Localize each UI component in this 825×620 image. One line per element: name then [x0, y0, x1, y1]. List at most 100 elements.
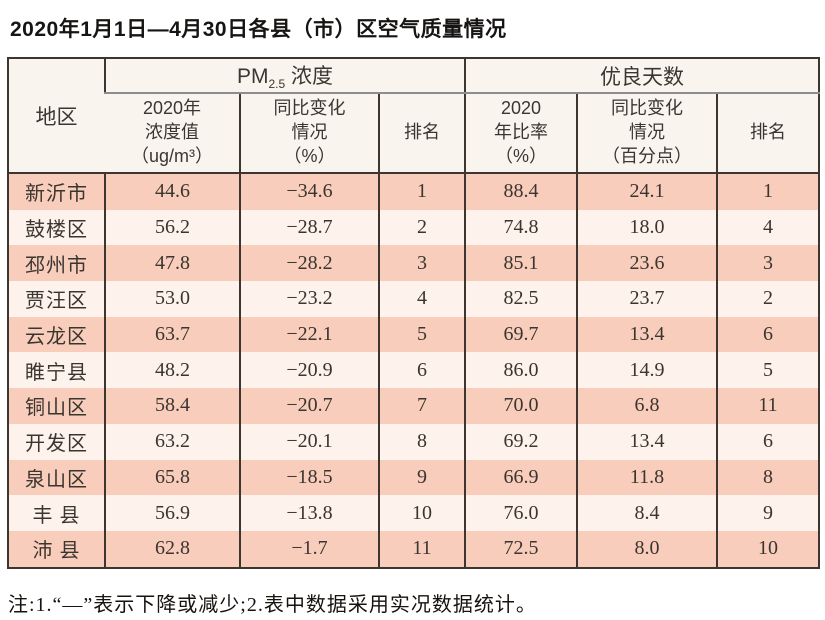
pm-rank-cell: 10 [377, 495, 466, 531]
pm-label-rest: 浓度 [285, 64, 334, 88]
region-cell: 铜山区 [8, 388, 105, 424]
days-rank-cell: 2 [716, 281, 820, 317]
column-header-days-rank: 排名 [716, 93, 820, 174]
region-cell: 贾汪区 [8, 281, 105, 317]
days-rate-cell: 85.1 [464, 245, 578, 282]
days-rate-cell: 69.7 [464, 316, 578, 353]
page-title: 2020年1月1日—4月30日各县（市）区空气质量情况 [10, 18, 507, 41]
days-rate-cell: 88.4 [464, 173, 578, 210]
days-change-cell: 18.0 [576, 209, 718, 246]
pm-value-cell: 56.2 [104, 209, 240, 246]
pm-change-cell: −22.1 [239, 316, 379, 353]
table-header: 地区 PM2.5 浓度 优良天数 2020年 浓度值 （ug/m³） 同比变化 … [8, 58, 820, 174]
days-rank-cell: 10 [716, 530, 820, 568]
pm-value-cell: 53.0 [104, 281, 240, 317]
days-rank-cell: 4 [716, 209, 820, 246]
pm-change-cell: −13.8 [239, 495, 379, 531]
pm-value-cell: 44.6 [104, 173, 240, 210]
region-cell: 云龙区 [8, 316, 105, 353]
pm-change-cell: −20.7 [239, 388, 379, 424]
days-rate-cell: 66.9 [464, 459, 578, 496]
table-row: 云龙区 63.7 −22.1 5 69.7 13.4 6 [8, 316, 820, 353]
column-header-pm-2020-value: 2020年 浓度值 （ug/m³） [105, 93, 240, 174]
region-cell: 沛 县 [8, 530, 105, 568]
days-change-cell: 24.1 [576, 173, 718, 210]
days-rate-cell: 72.5 [464, 530, 578, 568]
days-rank-cell: 8 [716, 459, 820, 496]
pm-value-cell: 63.2 [104, 423, 240, 460]
region-cell: 泉山区 [8, 459, 105, 496]
table-row: 沛 县 62.8 −1.7 11 72.5 8.0 10 [8, 530, 820, 568]
pm-rank-cell: 11 [377, 530, 466, 568]
days-rank-cell: 3 [716, 245, 820, 282]
footnote: 注:1.“—”表示下降或减少;2.表中数据采用实况数据统计。 [8, 593, 537, 616]
table-row: 鼓楼区 56.2 −28.7 2 74.8 18.0 4 [8, 209, 820, 246]
days-rank-cell: 5 [716, 352, 820, 389]
pm-value-cell: 65.8 [104, 459, 240, 496]
region-cell: 睢宁县 [8, 352, 105, 389]
column-header-pm-rank: 排名 [377, 93, 466, 174]
pm-value-cell: 58.4 [104, 388, 240, 424]
pm-rank-cell: 3 [377, 245, 466, 282]
pm-value-cell: 47.8 [104, 245, 240, 282]
days-change-cell: 11.8 [576, 459, 718, 496]
days-change-cell: 13.4 [576, 316, 718, 353]
days-rate-cell: 86.0 [464, 352, 578, 389]
pm-value-cell: 56.9 [104, 495, 240, 531]
pm-change-cell: −28.7 [239, 209, 379, 246]
pm-label-base: PM [236, 64, 269, 88]
table-row: 开发区 63.2 −20.1 8 69.2 13.4 6 [8, 423, 820, 460]
days-change-cell: 14.9 [576, 352, 718, 389]
days-rate-cell: 74.8 [464, 209, 578, 246]
table-row: 邳州市 47.8 −28.2 3 85.1 23.6 3 [8, 245, 820, 282]
pm-value-cell: 48.2 [104, 352, 240, 389]
table-row: 丰 县 56.9 −13.8 10 76.0 8.4 9 [8, 495, 820, 531]
days-change-cell: 8.0 [576, 530, 718, 568]
column-header-days-2020-rate: 2020 年比率 （%） [464, 93, 578, 174]
days-rate-cell: 69.2 [464, 423, 578, 460]
days-rate-cell: 82.5 [464, 281, 578, 317]
pm-change-cell: −20.1 [239, 423, 379, 460]
days-change-cell: 23.6 [576, 245, 718, 282]
table-row: 贾汪区 53.0 −23.2 4 82.5 23.7 2 [8, 281, 820, 317]
days-change-cell: 6.8 [576, 388, 718, 424]
table-row: 睢宁县 48.2 −20.9 6 86.0 14.9 5 [8, 352, 820, 389]
days-rate-cell: 70.0 [464, 388, 578, 424]
days-rank-cell: 9 [716, 495, 820, 531]
pm-rank-cell: 1 [377, 173, 466, 210]
days-rank-cell: 6 [716, 316, 820, 353]
column-group-pm25: PM2.5 浓度 [103, 58, 466, 94]
table-row: 铜山区 58.4 −20.7 7 70.0 6.8 11 [8, 388, 820, 424]
pm-change-cell: −34.6 [239, 173, 379, 210]
pm-value-cell: 62.8 [104, 530, 240, 568]
pm-rank-cell: 8 [377, 423, 466, 460]
days-rank-cell: 1 [716, 173, 820, 210]
pm-change-cell: −1.7 [239, 530, 379, 568]
days-change-cell: 8.4 [576, 495, 718, 531]
region-cell: 邳州市 [8, 245, 105, 282]
air-quality-table: 地区 PM2.5 浓度 优良天数 2020年 浓度值 （ug/m³） 同比变化 … [7, 57, 821, 569]
pm-change-cell: −20.9 [239, 352, 379, 389]
pm-change-cell: −28.2 [239, 245, 379, 282]
pm-rank-cell: 4 [377, 281, 466, 317]
days-rate-cell: 76.0 [464, 495, 578, 531]
region-cell: 开发区 [8, 423, 105, 460]
pm-change-cell: −18.5 [239, 459, 379, 496]
days-change-cell: 23.7 [576, 281, 718, 317]
column-group-good-days: 优良天数 [464, 58, 820, 94]
days-rank-cell: 11 [716, 388, 820, 424]
pm-value-cell: 63.7 [104, 316, 240, 353]
pm-rank-cell: 5 [377, 316, 466, 353]
pm-label-subscript: 2.5 [268, 77, 286, 92]
pm-rank-cell: 9 [377, 459, 466, 496]
table-row: 新沂市 44.6 −34.6 1 88.4 24.1 1 [8, 173, 820, 210]
days-change-cell: 13.4 [576, 423, 718, 460]
pm-rank-cell: 2 [377, 209, 466, 246]
region-cell: 新沂市 [8, 173, 105, 210]
column-header-region: 地区 [8, 58, 105, 174]
pm-rank-cell: 6 [377, 352, 466, 389]
column-header-pm-yoy-change: 同比变化 情况 （%） [239, 93, 379, 174]
pm-change-cell: −23.2 [239, 281, 379, 317]
region-cell: 丰 县 [8, 495, 105, 531]
